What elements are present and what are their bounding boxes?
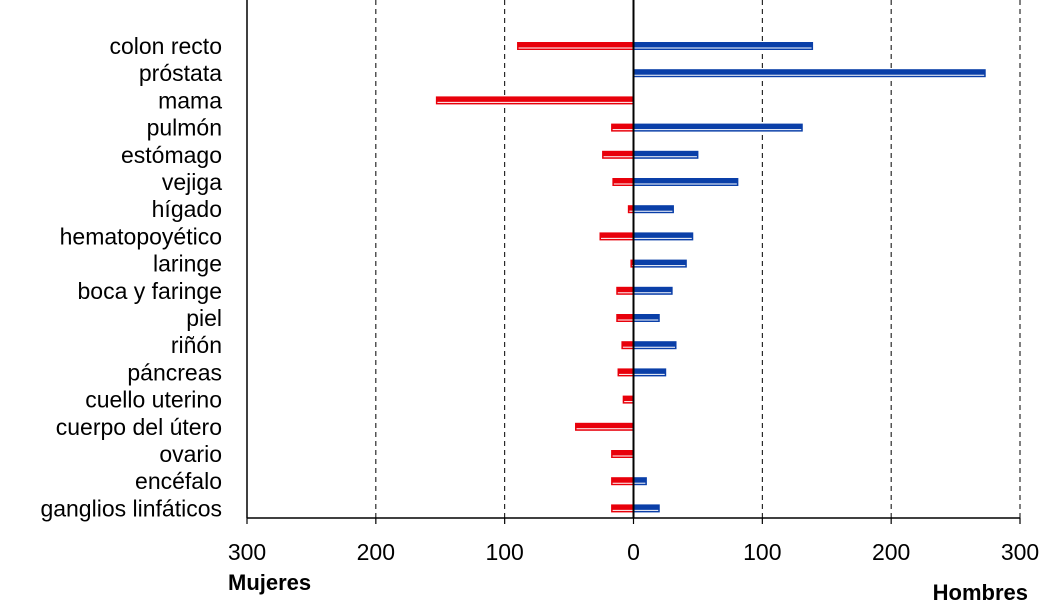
category-label: ganglios linfáticos — [40, 495, 222, 521]
category-label: mama — [158, 87, 222, 113]
category-label: riñón — [171, 332, 222, 358]
x-tick-label: 100 — [485, 539, 523, 565]
x-tick-label: 200 — [872, 539, 910, 565]
x-tick-label: 0 — [627, 539, 640, 565]
grid-lines — [375, 0, 1021, 518]
axes — [246, 0, 1021, 524]
x-tick-label: 300 — [228, 539, 266, 565]
category-label: hematopoyético — [60, 223, 222, 249]
category-label: próstata — [139, 60, 222, 86]
x-tick-label: 300 — [1001, 539, 1039, 565]
category-label: encéfalo — [135, 468, 222, 494]
category-label: pulmón — [147, 115, 222, 141]
category-label: cuello uterino — [85, 387, 222, 413]
category-label: piel — [186, 305, 222, 331]
category-label: boca y faringe — [78, 278, 222, 304]
category-label: laringe — [153, 251, 222, 277]
x-tick-label: 100 — [743, 539, 781, 565]
category-label: ovario — [159, 441, 222, 467]
category-label: colon recto — [109, 33, 222, 59]
category-label: estómago — [121, 142, 222, 168]
category-label: páncreas — [127, 359, 222, 385]
bars — [435, 42, 986, 513]
category-label: cuerpo del útero — [56, 414, 222, 440]
left-side-label: Mujeres — [228, 570, 311, 595]
category-label: hígado — [152, 196, 222, 222]
category-labels: colon rectopróstatamamapulmónestómagovej… — [40, 33, 222, 521]
tick-labels: 300 200 100 0 100 200 300 — [228, 539, 1039, 565]
x-tick-label: 200 — [357, 539, 395, 565]
category-label: vejiga — [162, 169, 222, 195]
right-side-label: Hombres — [933, 580, 1028, 602]
